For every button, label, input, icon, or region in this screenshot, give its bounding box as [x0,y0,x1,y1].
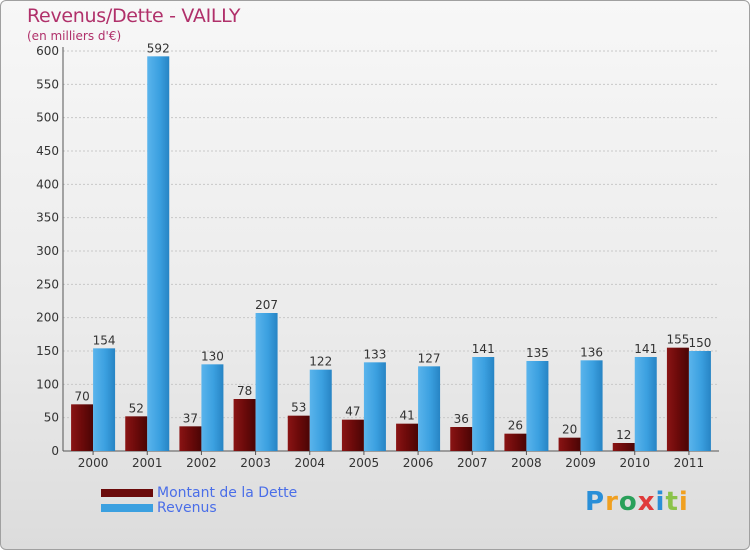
data-label-debt: 70 [74,389,89,403]
legend-label-revenue: Revenus [157,500,217,516]
y-tick-label: 300 [36,244,59,258]
bar-revenue [363,362,386,451]
y-tick-label: 150 [36,344,59,358]
y-tick-label: 50 [44,411,59,425]
bar-revenue [201,364,224,451]
bar-debt [125,416,148,451]
bar-debt [558,437,581,451]
data-label-revenue: 122 [309,355,332,369]
bar-revenue [418,366,441,451]
bar-debt [396,423,419,451]
bar-revenue [93,348,116,451]
data-label-debt: 20 [562,423,577,437]
legend-swatch-debt [101,489,153,497]
y-tick-label: 500 [36,111,59,125]
x-tick-label: 2003 [240,456,271,470]
chart-unit-subtitle: (en milliers d'€) [27,29,122,43]
legend-label-debt: Montant de la Dette [157,485,298,501]
y-tick-label: 600 [36,44,59,58]
data-label-debt: 155 [666,333,689,347]
data-label-revenue: 127 [418,351,441,365]
x-tick-label: 2001 [132,456,163,470]
y-tick-label: 400 [36,177,59,191]
bar-debt [179,426,202,451]
bar-revenue [688,351,711,451]
bar-debt [504,433,527,451]
x-tick-label: 2004 [294,456,325,470]
bar-debt [341,419,364,451]
x-tick-label: 2005 [349,456,380,470]
bar-debt [287,415,310,451]
x-tick-label: 2006 [403,456,434,470]
y-tick-label: 350 [36,211,59,225]
data-label-revenue: 141 [634,342,657,356]
bar-debt [233,399,256,451]
y-tick-label: 200 [36,311,59,325]
y-tick-label: 550 [36,77,59,91]
y-tick-label: 100 [36,377,59,391]
bar-debt [612,443,635,451]
x-tick-label: 2010 [619,456,650,470]
data-label-revenue: 141 [472,342,495,356]
x-tick-label: 2008 [511,456,542,470]
data-label-revenue: 207 [255,298,278,312]
bar-revenue [580,360,603,451]
bar-revenue [147,56,170,451]
data-label-revenue: 592 [147,41,170,55]
x-tick-label: 2007 [457,456,488,470]
data-label-revenue: 136 [580,345,603,359]
legend-swatch-revenue [101,504,153,512]
bar-revenue [255,313,278,451]
y-tick-label: 450 [36,144,59,158]
data-label-debt: 41 [399,409,414,423]
x-tick-label: 2009 [565,456,596,470]
bar-revenue [309,369,332,451]
data-label-debt: 52 [129,401,144,415]
bar-revenue [526,361,549,451]
bar-debt [666,347,689,451]
data-label-debt: 47 [345,405,360,419]
y-tick-label: 0 [51,444,59,458]
x-tick-label: 2000 [78,456,109,470]
data-label-revenue: 154 [93,333,116,347]
y-tick-label: 250 [36,277,59,291]
data-label-debt: 36 [454,412,469,426]
data-label-debt: 78 [237,384,252,398]
data-label-revenue: 135 [526,346,549,360]
data-label-debt: 53 [291,401,306,415]
data-label-debt: 37 [183,411,198,425]
bar-debt [71,404,94,451]
bar-revenue [634,357,657,451]
bar-debt [450,427,473,451]
data-label-revenue: 133 [363,347,386,361]
x-tick-label: 2002 [186,456,217,470]
data-label-revenue: 150 [688,336,711,350]
bar-revenue [472,357,495,451]
chart-title: Revenus/Dette - VAILLY [27,5,241,27]
data-label-revenue: 130 [201,349,224,363]
proxiti-logo: Proxiti [585,487,689,517]
data-label-debt: 26 [508,419,523,433]
data-label-debt: 12 [616,428,631,442]
x-tick-label: 2011 [674,456,705,470]
